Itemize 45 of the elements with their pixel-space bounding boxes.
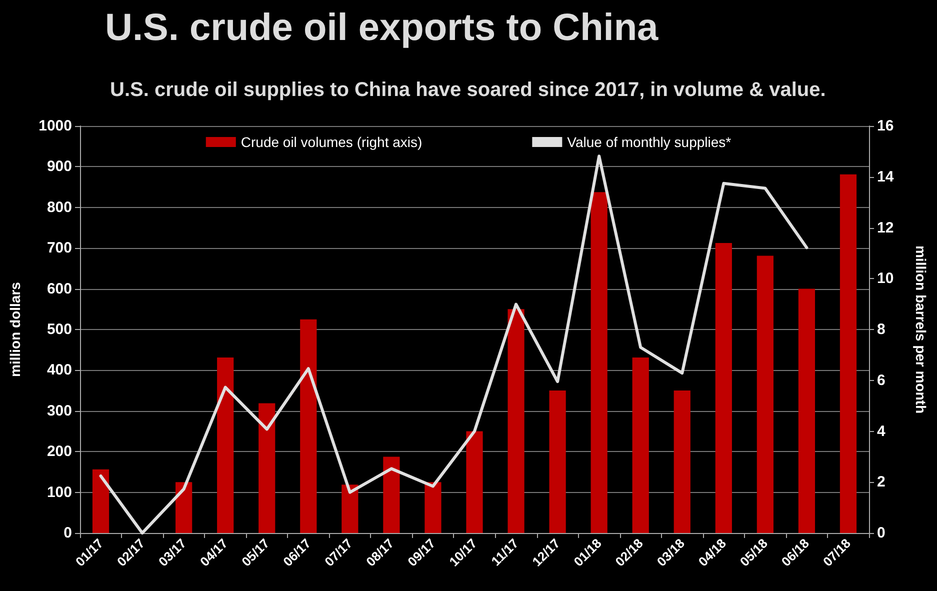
y2-tick-label: 16 — [877, 118, 894, 134]
bar — [590, 192, 608, 533]
bar — [383, 456, 400, 533]
y-tick-label: 300 — [46, 402, 72, 420]
y2-tick-label: 8 — [877, 321, 886, 338]
bar — [300, 319, 317, 533]
y-tick-label: 700 — [46, 240, 72, 257]
bar — [632, 357, 649, 533]
y-axis-title: million dollars — [7, 282, 23, 377]
y-tick-label: 800 — [46, 198, 72, 216]
bar — [840, 174, 857, 533]
bar — [217, 357, 234, 533]
bar — [424, 482, 442, 533]
y-tick-label: 900 — [46, 158, 72, 176]
y-tick-label: 500 — [46, 321, 72, 338]
legend-label: Crude oil volumes (right axis) — [240, 134, 422, 150]
line-series — [99, 154, 808, 534]
y2-tick-label: 4 — [877, 422, 886, 440]
y-tick-label: 100 — [46, 484, 72, 501]
bar — [549, 390, 566, 533]
bar — [674, 390, 690, 533]
y2-tick-label: 6 — [877, 372, 886, 389]
y2-axis-title: million barrels per month — [913, 245, 929, 414]
bar — [715, 243, 732, 533]
y2-tick-label: 2 — [877, 474, 886, 491]
chart-subtitle: U.S. crude oil supplies to China have soared since 2017, in volume & value. — [110, 79, 826, 101]
bar — [258, 403, 276, 533]
y-tick-label: 400 — [46, 362, 72, 379]
y-tick-label: 200 — [46, 443, 72, 460]
bar — [466, 431, 483, 533]
y2-tick-label: 14 — [877, 168, 894, 186]
bar — [756, 256, 774, 533]
y-tick-label: 600 — [46, 280, 72, 298]
bar — [92, 469, 110, 533]
y2-tick-label: 10 — [877, 270, 894, 288]
bar — [508, 309, 524, 533]
y-tick-label: 0 — [64, 524, 72, 542]
bar — [176, 482, 192, 533]
bar — [798, 288, 816, 533]
legend-label: Value of monthly supplies* — [567, 134, 732, 150]
chart-title: U.S. crude oil exports to China — [105, 7, 660, 49]
y2-tick-label: 0 — [877, 524, 886, 542]
y-tick-label: 1000 — [38, 118, 72, 134]
bar — [342, 484, 358, 533]
y2-tick-label: 12 — [877, 219, 894, 236]
